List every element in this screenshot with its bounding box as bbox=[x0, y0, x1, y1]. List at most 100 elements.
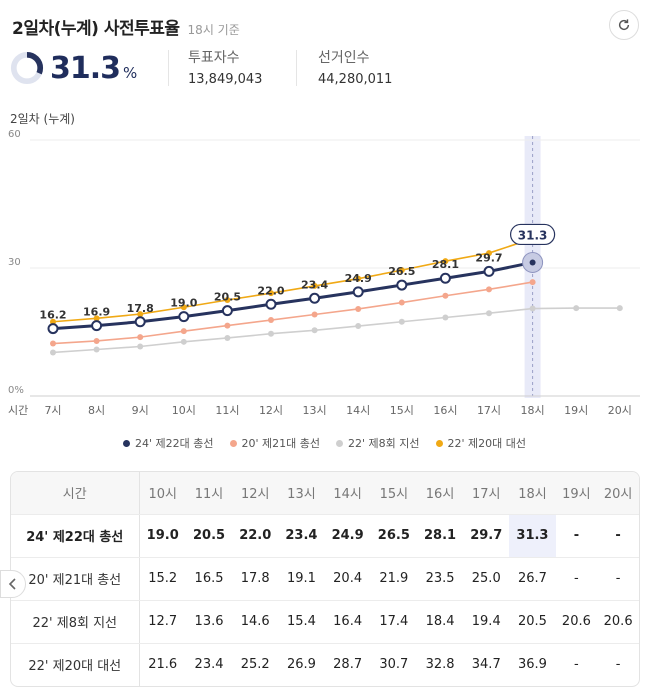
x-tick-label: 19시 bbox=[564, 404, 588, 417]
active-point bbox=[529, 259, 536, 266]
chart-label: 2일차 (누계) bbox=[10, 112, 75, 126]
legend-label: 24' 제22대 총선 bbox=[135, 437, 214, 450]
table-cell: 19.0 bbox=[139, 514, 186, 558]
data-point bbox=[616, 305, 623, 312]
legend-dot-icon bbox=[123, 439, 130, 447]
chart-legend: 24' 제22대 총선 20' 제21대 총선 22' 제8회 지선 22' 제20대… bbox=[0, 435, 649, 451]
table-column-header: 13시 bbox=[278, 472, 325, 515]
table-cell: 26.5 bbox=[370, 514, 417, 558]
x-tick-label: 20시 bbox=[608, 404, 632, 417]
table-cell: 23.5 bbox=[416, 557, 464, 601]
voters-stat: 투표자수 13,849,043 bbox=[188, 47, 262, 87]
table-cell: - bbox=[615, 657, 621, 673]
x-tick-label: 17시 bbox=[477, 404, 501, 417]
table-row: 20' 제21대 총선 15.2 16.5 17.8 19.1 20.4 21.9 23.5 2… bbox=[11, 557, 639, 601]
x-tick-label: 18시 bbox=[521, 404, 545, 417]
x-tick-label: 10시 bbox=[172, 404, 196, 417]
table-column-header: 16시 bbox=[416, 472, 464, 515]
data-point bbox=[268, 290, 274, 297]
data-point bbox=[573, 305, 580, 312]
y-tick-label: 0% bbox=[8, 385, 24, 396]
divider bbox=[168, 50, 169, 86]
table-cell: 16.5 bbox=[185, 557, 233, 601]
table-cell: 20.6 bbox=[597, 600, 639, 644]
x-tick-label: 16시 bbox=[433, 404, 457, 417]
data-point bbox=[93, 346, 100, 353]
table-row-label: 24' 제22대 총선 bbox=[11, 514, 140, 558]
table-row: 24' 제22대 총선 19.0 20.5 22.0 23.4 24.9 26.5 28.1 2… bbox=[11, 514, 639, 558]
table-row-label: 22' 제8회 지선 bbox=[11, 600, 140, 644]
data-label: 28.1 bbox=[432, 258, 459, 271]
refresh-button[interactable] bbox=[609, 10, 639, 40]
value-tooltip bbox=[510, 223, 556, 246]
table-header-label: 시간 bbox=[11, 472, 140, 515]
y-tick-label: 30 bbox=[8, 257, 21, 268]
table-cell: 23.4 bbox=[194, 657, 224, 673]
table-cell: 17.4 bbox=[370, 600, 417, 644]
turnout-table: 시간 10시 11시 12시 13시 14시 15시 16시 17시 18시 19시 20시 24'… bbox=[10, 471, 640, 687]
table-cell: 19.1 bbox=[278, 557, 325, 601]
table-column-header: 11시 bbox=[185, 472, 233, 515]
voters-label: 투표자수 bbox=[188, 50, 240, 66]
base-time: 18시 기준 bbox=[187, 23, 240, 37]
table-cell: 28.1 bbox=[416, 514, 464, 558]
table-cell: 30.7 bbox=[379, 657, 409, 673]
data-point bbox=[486, 310, 492, 317]
x-tick-label: 7시 bbox=[44, 404, 61, 417]
data-point bbox=[311, 282, 318, 289]
legend-item: 24' 제22대 총선 bbox=[123, 435, 214, 451]
turnout-summary: 31.3 % bbox=[10, 48, 137, 88]
data-point bbox=[50, 349, 56, 356]
data-label: 20.5 bbox=[214, 291, 241, 304]
data-point bbox=[355, 323, 362, 330]
legend-dot-icon bbox=[336, 439, 343, 447]
data-point bbox=[396, 279, 408, 291]
series-line bbox=[52, 260, 533, 331]
table-cell: - bbox=[555, 557, 598, 601]
data-point bbox=[224, 322, 231, 329]
data-label: 19.0 bbox=[170, 297, 197, 310]
refresh-icon bbox=[618, 19, 630, 31]
data-point bbox=[529, 279, 536, 286]
header: 2일차(누계) 사전투표율 18시 기준 bbox=[12, 14, 240, 39]
table-cell: 17.8 bbox=[232, 557, 279, 601]
data-label: 22.0 bbox=[257, 284, 284, 297]
table-cell: - bbox=[555, 514, 598, 558]
data-point bbox=[442, 258, 449, 265]
table-cell: - bbox=[597, 557, 639, 601]
table-cell: 34.7 bbox=[471, 657, 501, 673]
data-point bbox=[180, 328, 187, 335]
data-point bbox=[180, 304, 187, 311]
table-cell: 12.7 bbox=[139, 600, 186, 644]
page-title: 2일차(누계) 사전투표율 bbox=[12, 19, 180, 39]
table-cell: 25.0 bbox=[463, 557, 510, 601]
series-line bbox=[52, 307, 620, 354]
table-cell: 20.4 bbox=[324, 557, 371, 601]
table-row-label: 22' 제20대 대선 bbox=[11, 643, 140, 686]
table-cell: 14.6 bbox=[232, 600, 279, 644]
electors-stat: 선거인수 44,280,011 bbox=[318, 47, 392, 87]
table-cell: 18.4 bbox=[416, 600, 464, 644]
data-point bbox=[224, 297, 231, 303]
table-cell: 36.9 bbox=[517, 657, 547, 673]
legend-item: 20' 제21대 총선 bbox=[229, 435, 320, 451]
data-point bbox=[442, 314, 449, 321]
data-point bbox=[309, 292, 321, 304]
data-point bbox=[47, 323, 59, 335]
table-column-header: 12시 bbox=[232, 472, 279, 515]
table-column-header: 17시 bbox=[463, 472, 510, 515]
scroll-left-button[interactable] bbox=[0, 570, 26, 598]
x-tick-label: 9시 bbox=[132, 404, 149, 417]
legend-item: 22' 제8회 지선 bbox=[336, 435, 420, 451]
data-point bbox=[486, 250, 492, 257]
x-tick-label: 13시 bbox=[303, 404, 327, 417]
table-cell: 25.2 bbox=[240, 657, 270, 673]
data-point bbox=[268, 330, 274, 337]
table-column-header: 15시 bbox=[370, 472, 417, 515]
table-cell: 20.5 bbox=[185, 514, 233, 558]
data-point bbox=[352, 286, 364, 298]
table-column-header: 14시 bbox=[324, 472, 371, 515]
data-point bbox=[529, 305, 536, 312]
table-cell: 29.7 bbox=[463, 514, 510, 558]
data-label: 29.7 bbox=[475, 251, 502, 264]
